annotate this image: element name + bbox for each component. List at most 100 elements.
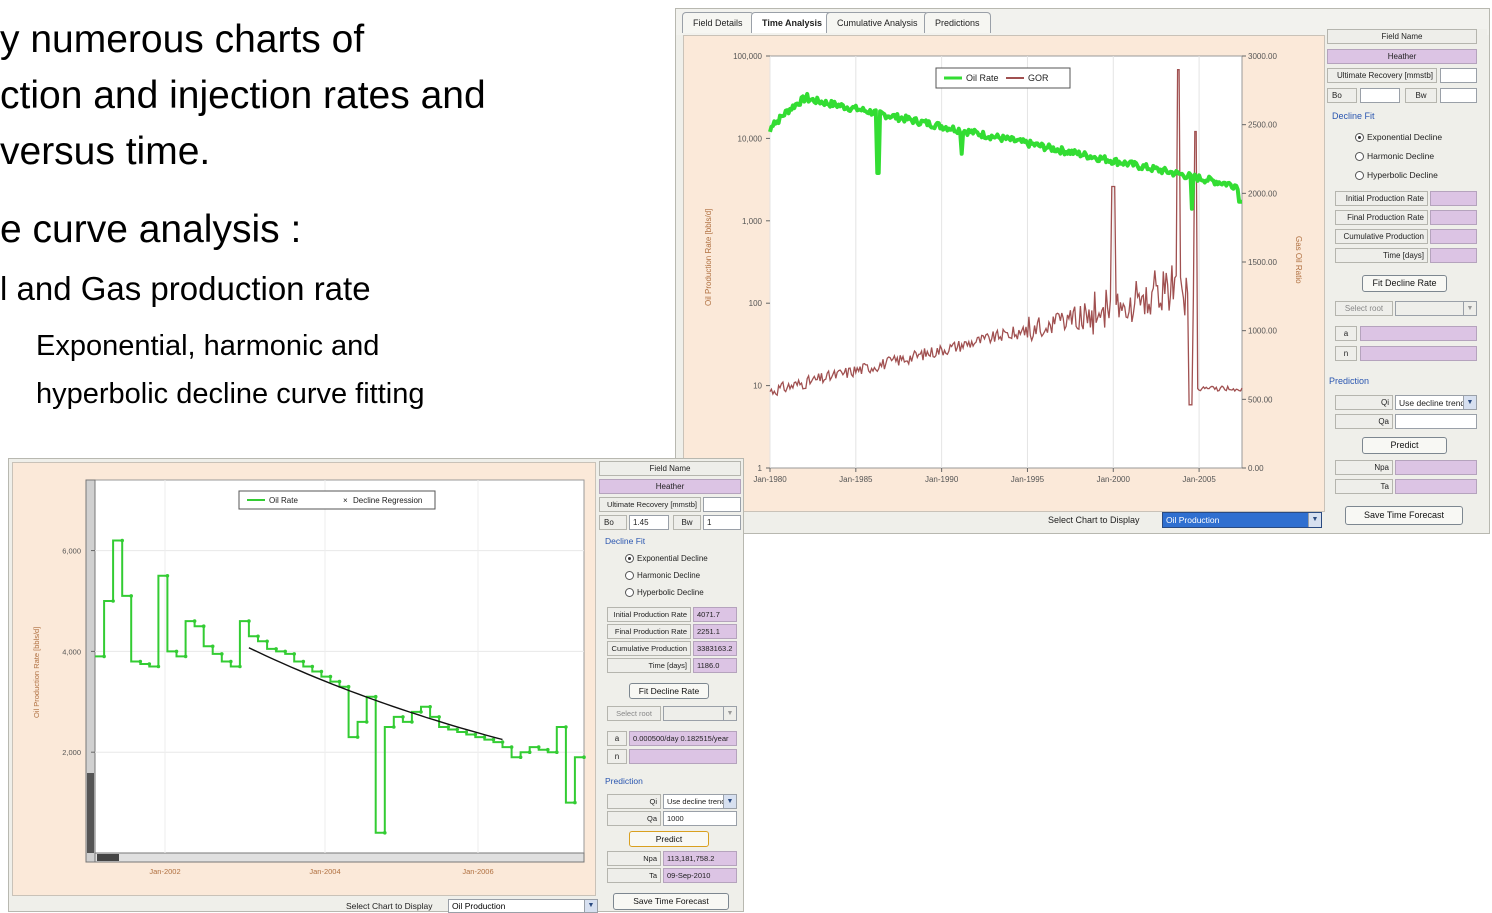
select-root-dropdown[interactable]: ▼	[1395, 301, 1477, 316]
radio-unselected-icon[interactable]	[1355, 171, 1364, 180]
fit-decline-rate-button[interactable]: Fit Decline Rate	[629, 683, 709, 699]
oil-rate-point	[455, 727, 460, 732]
y-tick-label: 2,000	[62, 748, 81, 757]
fit-decline-rate-button[interactable]: Fit Decline Rate	[1362, 275, 1447, 292]
chevron-down-icon[interactable]: ▼	[723, 795, 736, 808]
chevron-down-icon[interactable]: ▼	[723, 707, 736, 720]
oil-rate-point	[283, 649, 288, 654]
oil-rate-point	[147, 662, 152, 666]
radio-hyperbolic-decline[interactable]: Hyperbolic Decline	[1355, 170, 1438, 180]
chevron-down-icon[interactable]: ▼	[1463, 396, 1476, 409]
qi-dropdown[interactable]: Use decline trend ▼	[663, 794, 737, 809]
time-analysis-chart: 100,000 10,000 1,000 100 10 1 3000.00 2500.00 2…	[683, 35, 1325, 512]
radio-hyperbolic-decline[interactable]: Hyperbolic Decline	[625, 588, 704, 597]
oil-rate-point	[428, 705, 432, 709]
bw-field[interactable]: 1	[703, 515, 741, 530]
initial-rate-value: 4071.7	[693, 607, 737, 622]
qa-field[interactable]: 1000	[663, 811, 737, 826]
cumulative-production-value	[1430, 229, 1477, 244]
select-root-dropdown[interactable]: ▼	[663, 706, 737, 721]
radio-exponential-decline[interactable]: Exponential Decline	[625, 554, 708, 563]
qi-label: Qi	[1335, 395, 1393, 410]
legend-oil-rate: Oil Rate	[966, 73, 999, 83]
oil-rate-point	[220, 652, 224, 656]
a-label: a	[1335, 326, 1357, 341]
oil-rate-point	[238, 664, 242, 669]
prediction-section-title: Prediction	[605, 776, 643, 786]
radio-hyperbolic-label: Hyperbolic Decline	[1367, 170, 1438, 180]
horizontal-scrollbar[interactable]	[94, 852, 585, 863]
oil-rate-point	[337, 679, 342, 684]
oil-rate-point	[536, 745, 541, 749]
y-left-tick-label: 1,000	[742, 217, 763, 226]
radio-harmonic-decline[interactable]: Harmonic Decline	[625, 571, 700, 580]
qi-dropdown[interactable]: Use decline trend ▼	[1395, 395, 1477, 410]
radio-unselected-icon[interactable]	[625, 571, 634, 580]
oil-rate-point	[446, 725, 451, 729]
horizontal-scrollbar-thumb[interactable]	[97, 854, 119, 861]
radio-selected-icon[interactable]	[625, 554, 634, 563]
qa-label: Qa	[607, 811, 661, 826]
radio-harmonic-decline[interactable]: Harmonic Decline	[1355, 151, 1434, 161]
select-root-label: Select root	[1335, 301, 1393, 316]
y-axis-label: Oil Production Rate [bbls/d]	[32, 627, 41, 718]
final-rate-value	[1430, 210, 1477, 225]
qa-field[interactable]	[1395, 414, 1477, 429]
radio-exponential-decline[interactable]: Exponential Decline	[1355, 132, 1442, 142]
vertical-scrollbar-thumb[interactable]	[87, 773, 94, 853]
tab-field-details[interactable]: Field Details	[682, 12, 754, 33]
oil-rate-point	[229, 659, 233, 664]
x-tick-label: Jan-1985	[839, 475, 873, 484]
a-value: 0.000500/day 0.182515/year	[629, 731, 737, 746]
select-chart-dropdown[interactable]: Oil Production ▼	[1162, 512, 1322, 528]
tab-predictions[interactable]: Predictions	[924, 12, 991, 33]
slide-line-3: versus time.	[0, 130, 211, 173]
chevron-down-icon[interactable]: ▼	[584, 900, 597, 912]
qi-value: Use decline trend	[1399, 398, 1466, 408]
save-time-forecast-button[interactable]: Save Time Forecast	[1345, 506, 1463, 525]
vertical-scrollbar[interactable]	[85, 479, 96, 863]
radio-unselected-icon[interactable]	[625, 588, 634, 597]
npa-label: Npa	[607, 851, 661, 866]
cumulative-production-label: Cumulative Production	[607, 641, 691, 656]
bw-field[interactable]	[1440, 88, 1477, 103]
oil-rate-point	[265, 639, 269, 644]
tab-cumulative-analysis[interactable]: Cumulative Analysis	[826, 12, 929, 33]
oil-rate-point	[292, 652, 297, 656]
oil-rate-point	[491, 737, 496, 742]
chevron-down-icon[interactable]: ▼	[1463, 302, 1476, 315]
save-time-forecast-button[interactable]: Save Time Forecast	[613, 893, 729, 910]
time-analysis-window: Field Details Time Analysis Cumulative A…	[675, 8, 1490, 534]
field-name-label: Field Name	[1327, 29, 1477, 44]
n-label: n	[1335, 346, 1357, 361]
final-rate-label: Final Production Rate	[1335, 210, 1428, 225]
y-right-axis-label: Gas Oil Ratio	[1294, 236, 1303, 284]
radio-unselected-icon[interactable]	[1355, 152, 1364, 161]
tab-time-analysis[interactable]: Time Analysis	[751, 12, 834, 33]
radio-selected-icon[interactable]	[1355, 133, 1364, 142]
ultimate-recovery-field[interactable]	[703, 497, 741, 512]
select-chart-value: Oil Production	[1166, 515, 1220, 525]
ultimate-recovery-label: Ultimate Recovery [mmstb]	[599, 497, 701, 512]
oil-rate-point	[328, 674, 333, 679]
a-label: a	[607, 731, 627, 746]
chevron-down-icon[interactable]: ▼	[1308, 513, 1321, 527]
oil-rate-point	[319, 669, 324, 674]
predict-button[interactable]: Predict	[1362, 437, 1447, 454]
y-tick-label: 6,000	[62, 547, 81, 556]
ultimate-recovery-field[interactable]	[1440, 68, 1477, 83]
x-tick-label: Jan-1980	[753, 475, 787, 484]
field-name-label: Field Name	[599, 461, 741, 476]
oil-rate-point	[392, 725, 396, 729]
oil-rate-point	[355, 735, 360, 739]
bo-field[interactable]	[1360, 88, 1400, 103]
select-chart-dropdown[interactable]: Oil Production ▼	[448, 899, 598, 913]
radio-exponential-label: Exponential Decline	[637, 554, 708, 563]
y-right-tick-label: 2500.00	[1248, 121, 1277, 130]
decline-fit-section-title: Decline Fit	[1332, 111, 1375, 121]
oil-rate-point	[156, 664, 161, 669]
bo-field[interactable]: 1.45	[629, 515, 669, 530]
x-tick-label: Jan-1995	[1011, 475, 1045, 484]
n-value	[629, 749, 737, 764]
predict-button[interactable]: Predict	[629, 831, 709, 847]
